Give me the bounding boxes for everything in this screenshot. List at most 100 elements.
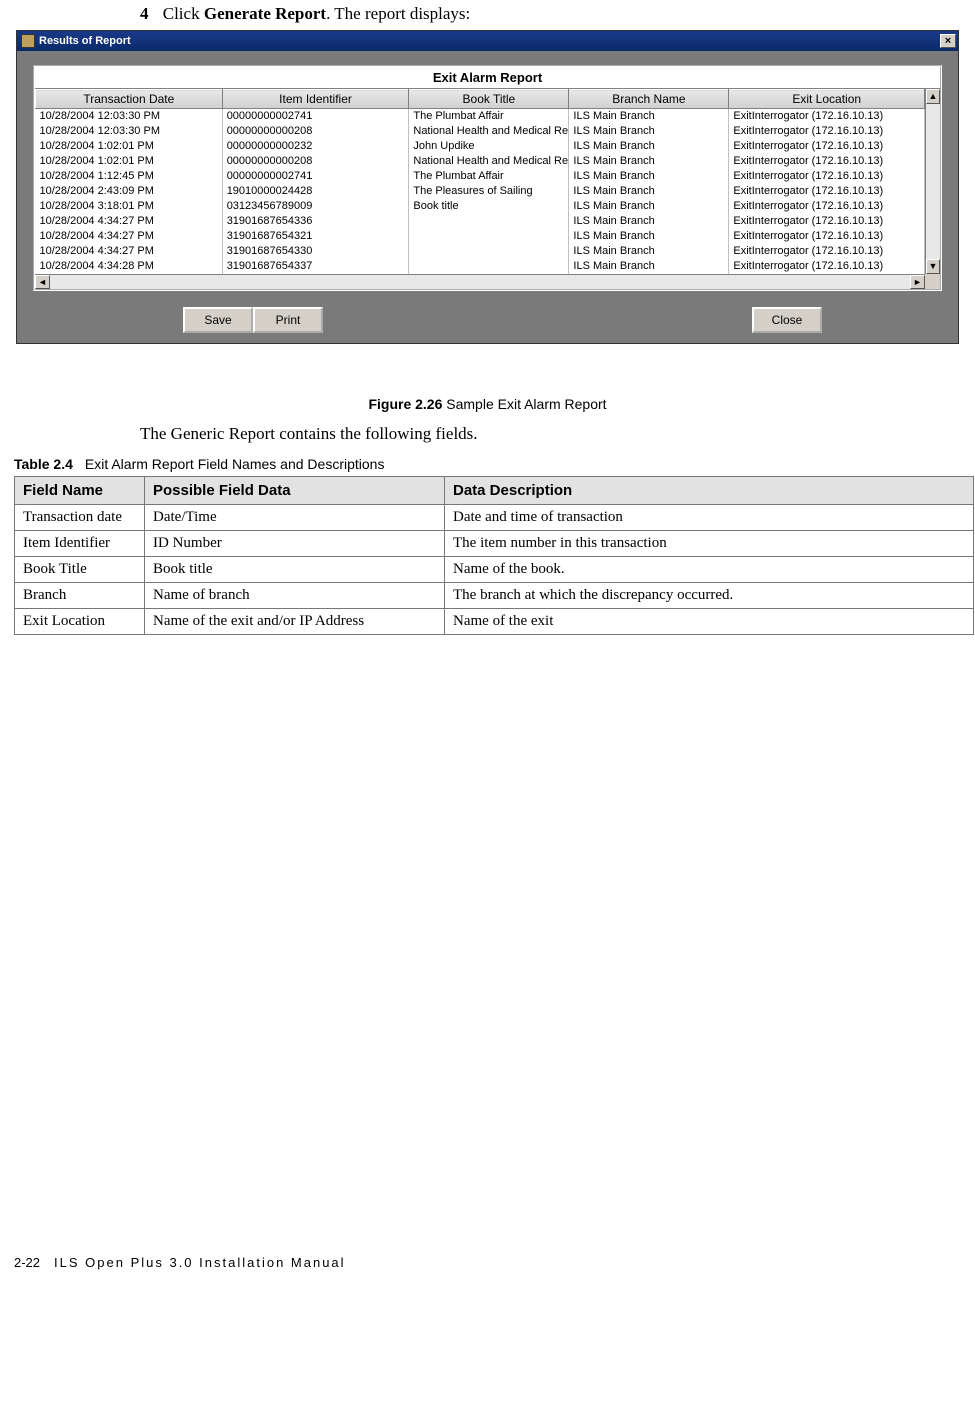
grid-cell: ILS Main Branch xyxy=(569,139,729,154)
grid-header[interactable]: Exit Location xyxy=(729,90,925,109)
grid-cell: 10/28/2004 1:02:01 PM xyxy=(36,139,223,154)
grid-cell: ILS Main Branch xyxy=(569,244,729,259)
table-row: Transaction dateDate/TimeDate and time o… xyxy=(15,504,974,530)
grid-cell: ExitInterrogator (172.16.10.13) xyxy=(729,199,925,214)
table-row[interactable]: 10/28/2004 4:34:27 PM31901687654330ILS M… xyxy=(36,244,925,259)
scroll-right-icon[interactable]: ► xyxy=(910,275,925,289)
table-row[interactable]: 10/28/2004 1:02:01 PM00000000000208Natio… xyxy=(36,154,925,169)
app-icon xyxy=(21,34,35,48)
grid-cell: National Health and Medical Research xyxy=(409,154,569,169)
grid-cell: The Pleasures of Sailing xyxy=(409,184,569,199)
doc-table-cell: Book title xyxy=(145,556,445,582)
grid-cell: ExitInterrogator (172.16.10.13) xyxy=(729,244,925,259)
table-row[interactable]: 10/28/2004 4:34:27 PM31901687654321ILS M… xyxy=(36,229,925,244)
grid-cell: ILS Main Branch xyxy=(569,199,729,214)
doc-table-cell: ID Number xyxy=(145,530,445,556)
grid-cell: John Updike xyxy=(409,139,569,154)
vertical-scrollbar[interactable]: ▲ ▼ xyxy=(925,89,940,274)
report-grid: Transaction DateItem IdentifierBook Titl… xyxy=(35,89,925,274)
grid-cell: ExitInterrogator (172.16.10.13) xyxy=(729,109,925,124)
grid-cell: 31901687654321 xyxy=(222,229,409,244)
grid-cell: 10/28/2004 1:02:01 PM xyxy=(36,154,223,169)
grid-cell: The Plumbat Affair xyxy=(409,169,569,184)
grid-cell: 10/28/2004 4:34:27 PM xyxy=(36,214,223,229)
grid-cell: ILS Main Branch xyxy=(569,109,729,124)
doc-table-cell: Name of the exit and/or IP Address xyxy=(145,608,445,634)
horizontal-scrollbar[interactable]: ◄ ► xyxy=(35,274,925,289)
doc-table-cell: The item number in this transaction xyxy=(445,530,974,556)
grid-cell: 00000000002741 xyxy=(222,169,409,184)
table-row[interactable]: 10/28/2004 4:34:27 PM31901687654336 ILS M… xyxy=(36,214,925,229)
grid-cell: 31901687654330 xyxy=(222,244,409,259)
page-number: 2-22 xyxy=(14,1255,40,1270)
table-row[interactable]: 10/28/2004 12:03:30 PM00000000002741The … xyxy=(36,109,925,124)
figure-label: Figure 2.26 xyxy=(368,396,442,412)
field-description-table: Field NamePossible Field DataData Descri… xyxy=(14,476,974,635)
grid-cell: 31901687654336 xyxy=(222,214,409,229)
body-text: The Generic Report contains the followin… xyxy=(140,424,967,444)
figure-text: Sample Exit Alarm Report xyxy=(442,396,606,412)
grid-cell: ILS Main Branch xyxy=(569,214,729,229)
scroll-left-icon[interactable]: ◄ xyxy=(35,275,50,289)
table-row: Item IdentifierID NumberThe item number … xyxy=(15,530,974,556)
table-row[interactable]: 10/28/2004 1:02:01 PM00000000000232John … xyxy=(36,139,925,154)
print-button[interactable]: Print xyxy=(253,307,323,333)
grid-cell: 10/28/2004 4:34:28 PM xyxy=(36,259,223,274)
scroll-up-icon[interactable]: ▲ xyxy=(926,89,940,104)
table-row: Book TitleBook titleName of the book. xyxy=(15,556,974,582)
table-row[interactable]: 10/28/2004 3:18:01 PM03123456789009Book … xyxy=(36,199,925,214)
table-row[interactable]: 10/28/2004 4:34:28 PM31901687654337 ILS M… xyxy=(36,259,925,274)
scroll-track[interactable] xyxy=(926,104,940,259)
grid-cell: ILS Main Branch xyxy=(569,124,729,139)
table-row[interactable]: 10/28/2004 12:03:30 PM00000000000208Nati… xyxy=(36,124,925,139)
grid-cell: ILS Main Branch xyxy=(569,259,729,274)
grid-cell: ILS Main Branch xyxy=(569,229,729,244)
table-caption: Table 2.4Exit Alarm Report Field Names a… xyxy=(14,456,967,472)
close-icon[interactable]: × xyxy=(940,34,956,48)
grid-cell: 31901687654337 xyxy=(222,259,409,274)
panel-title: Exit Alarm Report xyxy=(35,67,940,89)
save-button[interactable]: Save xyxy=(183,307,253,333)
grid-cell: Book title xyxy=(409,199,569,214)
step-number: 4 xyxy=(140,4,149,23)
grid-cell: ILS Main Branch xyxy=(569,184,729,199)
table-row[interactable]: 10/28/2004 1:12:45 PM00000000002741The P… xyxy=(36,169,925,184)
doc-table-header: Data Description xyxy=(445,476,974,504)
grid-cell: 00000000000232 xyxy=(222,139,409,154)
table-row: Exit LocationName of the exit and/or IP … xyxy=(15,608,974,634)
grid-header[interactable]: Item Identifier xyxy=(222,90,409,109)
grid-cell xyxy=(409,229,569,244)
grid-cell: ExitInterrogator (172.16.10.13) xyxy=(729,184,925,199)
grid-header[interactable]: Branch Name xyxy=(569,90,729,109)
scroll-track[interactable] xyxy=(50,275,910,289)
report-window: Results of Report × Exit Alarm Report Tr… xyxy=(16,30,959,344)
table-row[interactable]: 10/28/2004 2:43:09 PM19010000024428The P… xyxy=(36,184,925,199)
grid-cell: ExitInterrogator (172.16.10.13) xyxy=(729,154,925,169)
doc-table-cell: Exit Location xyxy=(15,608,145,634)
figure-caption: Figure 2.26 Sample Exit Alarm Report xyxy=(8,396,967,412)
grid-cell: ILS Main Branch xyxy=(569,154,729,169)
grid-cell: 10/28/2004 3:18:01 PM xyxy=(36,199,223,214)
grid-cell: 10/28/2004 1:12:45 PM xyxy=(36,169,223,184)
report-panel: Exit Alarm Report Transaction DateItem I… xyxy=(33,65,942,291)
grid-cell: ExitInterrogator (172.16.10.13) xyxy=(729,169,925,184)
table-label: Table 2.4 xyxy=(14,456,73,472)
doc-table-cell: Item Identifier xyxy=(15,530,145,556)
grid-cell xyxy=(409,244,569,259)
doc-table-cell: Branch xyxy=(15,582,145,608)
scroll-down-icon[interactable]: ▼ xyxy=(926,259,940,274)
grid-header[interactable]: Transaction Date xyxy=(36,90,223,109)
grid-cell xyxy=(409,214,569,229)
window-title: Results of Report xyxy=(39,35,940,47)
step-instruction: 4 Click Generate Report. The report disp… xyxy=(140,4,967,24)
grid-header[interactable]: Book Title xyxy=(409,90,569,109)
grid-wrap: Transaction DateItem IdentifierBook Titl… xyxy=(35,89,940,274)
table-row: BranchName of branchThe branch at which … xyxy=(15,582,974,608)
doc-table-cell: The branch at which the discrepancy occu… xyxy=(445,582,974,608)
step-bold: Generate Report xyxy=(204,4,326,23)
doc-table-cell: Date and time of transaction xyxy=(445,504,974,530)
doc-table-cell: Name of branch xyxy=(145,582,445,608)
doc-table-header: Possible Field Data xyxy=(145,476,445,504)
close-button[interactable]: Close xyxy=(752,307,822,333)
grid-cell: 03123456789009 xyxy=(222,199,409,214)
